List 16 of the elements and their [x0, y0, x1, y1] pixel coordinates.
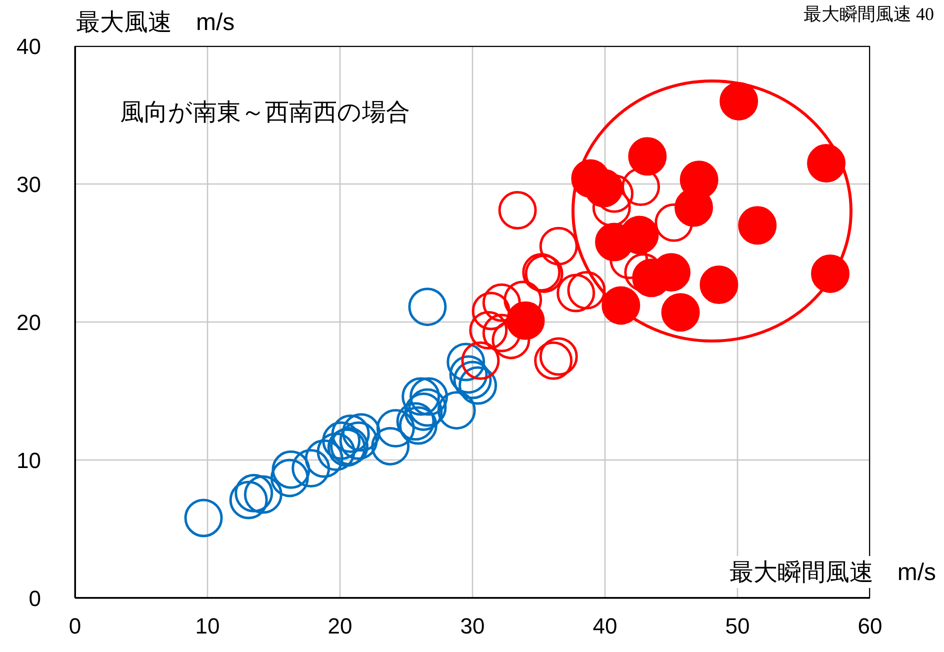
y-tick-label: 0 — [28, 586, 41, 611]
y-tick-label: 10 — [16, 448, 41, 473]
x-tick-label: 50 — [725, 614, 750, 639]
x-tick-label: 40 — [592, 614, 618, 639]
x-tick-label: 30 — [460, 614, 485, 639]
text: 最大瞬間風速 40 — [804, 3, 934, 26]
y-axis-title: 最大風速 m/s — [76, 8, 235, 38]
y-tick-label: 20 — [16, 310, 41, 335]
x-tick-label: 10 — [195, 614, 220, 639]
x-axis-title: 最大瞬間風速 m/s — [729, 556, 936, 588]
y-tick-label: 40 — [16, 34, 41, 59]
y-tick-label: 30 — [16, 172, 41, 197]
x-tick-label: 20 — [328, 614, 352, 639]
x-tick-label: 60 — [858, 614, 882, 639]
x-tick-label: 0 — [68, 614, 82, 639]
annotation: 風向が南東～西南西の場合 — [120, 98, 410, 128]
